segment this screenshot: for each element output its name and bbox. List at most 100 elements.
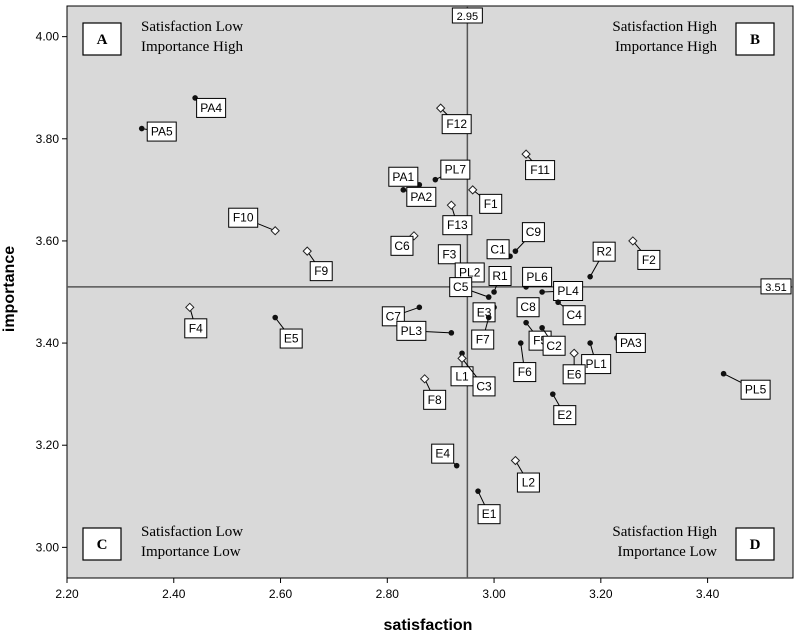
quadrant-d-letter: D — [750, 537, 761, 553]
point-f13-label: F13 — [447, 218, 468, 232]
quadrant-b-box — [735, 22, 775, 56]
point-r2-label: R2 — [596, 245, 612, 259]
point-pl5-label-box — [740, 379, 771, 400]
point-f4-label: F4 — [189, 321, 203, 335]
point-pl3-label: PL3 — [401, 324, 423, 338]
x-axis-title: satisfaction — [384, 617, 473, 634]
point-pl1-marker — [587, 340, 593, 346]
point-c3-marker — [457, 353, 467, 364]
point-pl3-marker — [448, 330, 455, 336]
point-e4-label-box — [431, 443, 455, 464]
point-c4-label: C4 — [566, 308, 582, 322]
point-pa1-label-box — [388, 166, 419, 187]
point-f9-marker — [302, 246, 312, 256]
quadrant-c-letter: C — [97, 537, 108, 553]
point-pl2-label: PL2 — [459, 265, 481, 279]
point-pa2-marker — [400, 187, 407, 193]
x-tick-label: 2.20 — [55, 587, 79, 601]
point-c5-label: C5 — [453, 280, 469, 294]
point-e1-marker — [475, 488, 481, 494]
point-pl7-marker — [432, 176, 439, 183]
point-pa4-label: PA4 — [200, 101, 222, 115]
point-c5-marker — [485, 294, 492, 300]
point-f5-marker — [523, 319, 529, 326]
quadrant-a-line2: Importance High — [141, 39, 244, 55]
point-r1-label: R1 — [492, 269, 508, 283]
quadrant-d-box — [735, 527, 775, 561]
y-tick-label: 3.00 — [36, 540, 60, 554]
point-pl3-label-box — [396, 320, 427, 341]
point-c7-label: C7 — [386, 309, 402, 323]
point-c1-label: C1 — [490, 242, 506, 256]
point-f6-marker — [517, 340, 524, 346]
point-f1-marker — [467, 185, 478, 195]
point-l1-marker — [459, 350, 465, 357]
point-f13-marker — [446, 200, 457, 210]
point-c9-marker — [512, 248, 519, 254]
point-e1-label: E1 — [482, 507, 497, 521]
point-c2-label-box — [542, 335, 566, 356]
point-f12-marker — [435, 103, 446, 113]
point-f1-label: F1 — [484, 197, 498, 211]
point-f12-label-box — [441, 114, 472, 135]
point-l1-label-box — [450, 366, 474, 387]
point-f9-label-box — [309, 261, 333, 282]
quadrant-b-line2: Importance High — [615, 39, 718, 55]
y-tick-label: 3.40 — [36, 336, 60, 350]
quadrant-c-line2: Importance Low — [141, 544, 241, 560]
point-c6-label-box — [390, 235, 414, 256]
x-tick-label: 2.40 — [162, 587, 186, 601]
point-l2-label: L2 — [522, 476, 536, 490]
point-f10-marker — [270, 226, 280, 236]
point-pl1-label-box — [581, 354, 612, 375]
point-e5-marker — [272, 314, 278, 321]
point-pl4-label-box — [553, 281, 584, 301]
point-f4-label-box — [184, 318, 208, 339]
point-pa2-label: PA2 — [410, 190, 432, 204]
point-f7-label-box — [471, 329, 495, 350]
point-e2-label-box — [553, 405, 577, 426]
point-l1-label: L1 — [455, 369, 469, 383]
point-c9-label: C9 — [526, 225, 542, 239]
point-e6-label-box — [562, 364, 586, 385]
x-tick-label: 3.40 — [696, 587, 720, 601]
point-l2-label-box — [516, 472, 540, 493]
quadrant-a-line1: Satisfaction Low — [141, 19, 243, 35]
plot-area — [66, 5, 794, 579]
point-f8-marker — [419, 374, 430, 384]
point-pl4-marker — [539, 289, 545, 295]
point-f11-label: F11 — [530, 163, 550, 177]
point-c6-label: C6 — [394, 239, 410, 253]
point-pa3-label: PA3 — [620, 336, 642, 350]
point-l2-marker — [510, 455, 521, 466]
point-pa5-marker — [138, 125, 145, 132]
quadrant-d-line2: Importance Low — [617, 544, 717, 560]
point-r2-label-box — [592, 241, 616, 262]
point-pl1-label: PL1 — [585, 357, 607, 371]
point-pl6-label: PL6 — [526, 270, 548, 284]
point-r2-marker — [587, 273, 593, 280]
point-c5-label-box — [449, 277, 473, 298]
y-tick-label: 3.20 — [36, 438, 60, 452]
quadrant-b-letter: B — [750, 32, 760, 48]
point-c2-marker — [539, 324, 545, 331]
quadrant-a-letter: A — [97, 32, 108, 48]
y-tick-label: 3.60 — [36, 234, 60, 248]
point-r1-marker — [491, 289, 497, 295]
x-tick-label: 2.60 — [269, 587, 293, 601]
x-tick-label: 2.80 — [376, 587, 400, 601]
point-f7-marker — [485, 314, 492, 321]
point-e2-label: E2 — [557, 408, 572, 422]
quadrant-c-line1: Satisfaction Low — [141, 524, 243, 540]
point-pa5-label: PA5 — [151, 125, 173, 139]
point-e4-label: E4 — [435, 447, 450, 461]
point-f4-marker — [185, 302, 195, 313]
point-c7-marker — [416, 304, 423, 311]
y-tick-label: 4.00 — [36, 30, 60, 44]
point-f2-label-box — [637, 249, 661, 270]
point-f8-label: F8 — [428, 393, 442, 407]
point-c4-marker — [555, 299, 561, 306]
point-e6-label: E6 — [567, 367, 582, 381]
point-f10-label: F10 — [233, 211, 254, 225]
x-tick-label: 3.00 — [482, 587, 506, 601]
